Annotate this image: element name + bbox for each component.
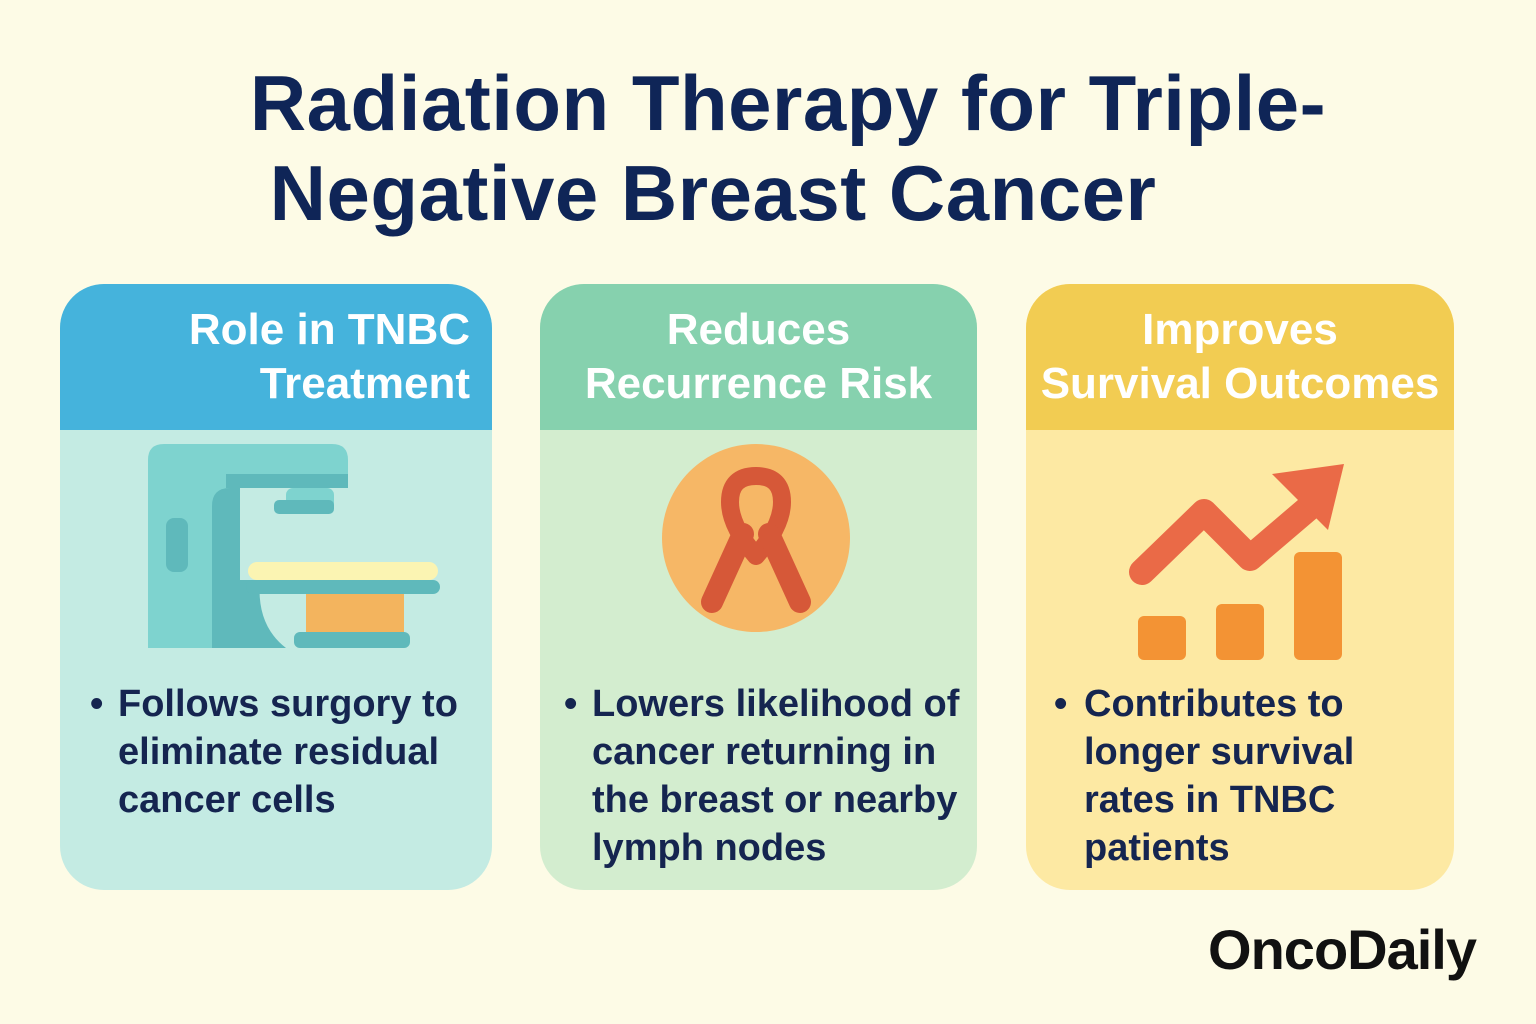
list-item: Contributes to longer survival rates in … [1026, 680, 1454, 872]
card-heading-line-2: Survival Outcomes [1040, 359, 1440, 408]
card-header: Reduces Recurrence Risk [540, 284, 977, 430]
page-title-line-1: Radiation Therapy for Triple- [249, 59, 1327, 147]
awareness-ribbon-icon [540, 430, 977, 680]
card-heading-line-1: Improves [1142, 305, 1338, 354]
card-reduces-recurrence-risk: Reduces Recurrence Risk Lowers likelihoo… [540, 284, 977, 890]
card-header: Role in TNBC Treatment [60, 284, 492, 430]
card-heading-line-2: Treatment [259, 359, 470, 408]
card-improves-survival-outcomes: Improves Survival Outcomes Contributes t… [1026, 284, 1454, 890]
rising-chart-icon [1026, 430, 1454, 680]
radiotherapy-machine-icon [60, 430, 492, 680]
page-title: Radiation Therapy for Triple- Negative B… [0, 58, 1536, 238]
card-heading-line-2: Recurrence Risk [584, 359, 933, 408]
card-header: Improves Survival Outcomes [1026, 284, 1454, 430]
page-title-line-2: Negative Breast Cancer [269, 149, 1157, 237]
list-item: Lowers likelihood of cancer returning in… [540, 680, 977, 872]
list-item: Follows surgory to eliminate residual ca… [60, 680, 492, 824]
card-heading-line-1: Role in TNBC [188, 305, 470, 354]
brand-logo: OncoDaily [1208, 918, 1477, 981]
card-heading-line-1: Reduces [666, 305, 851, 354]
bullet-list: Follows surgory to eliminate residual ca… [60, 680, 492, 824]
bullet-list: Contributes to longer survival rates in … [1026, 680, 1454, 872]
bullet-list: Lowers likelihood of cancer returning in… [540, 680, 977, 872]
card-role-in-tnbc: Role in TNBC Treatment Follows surgory t… [60, 284, 492, 890]
